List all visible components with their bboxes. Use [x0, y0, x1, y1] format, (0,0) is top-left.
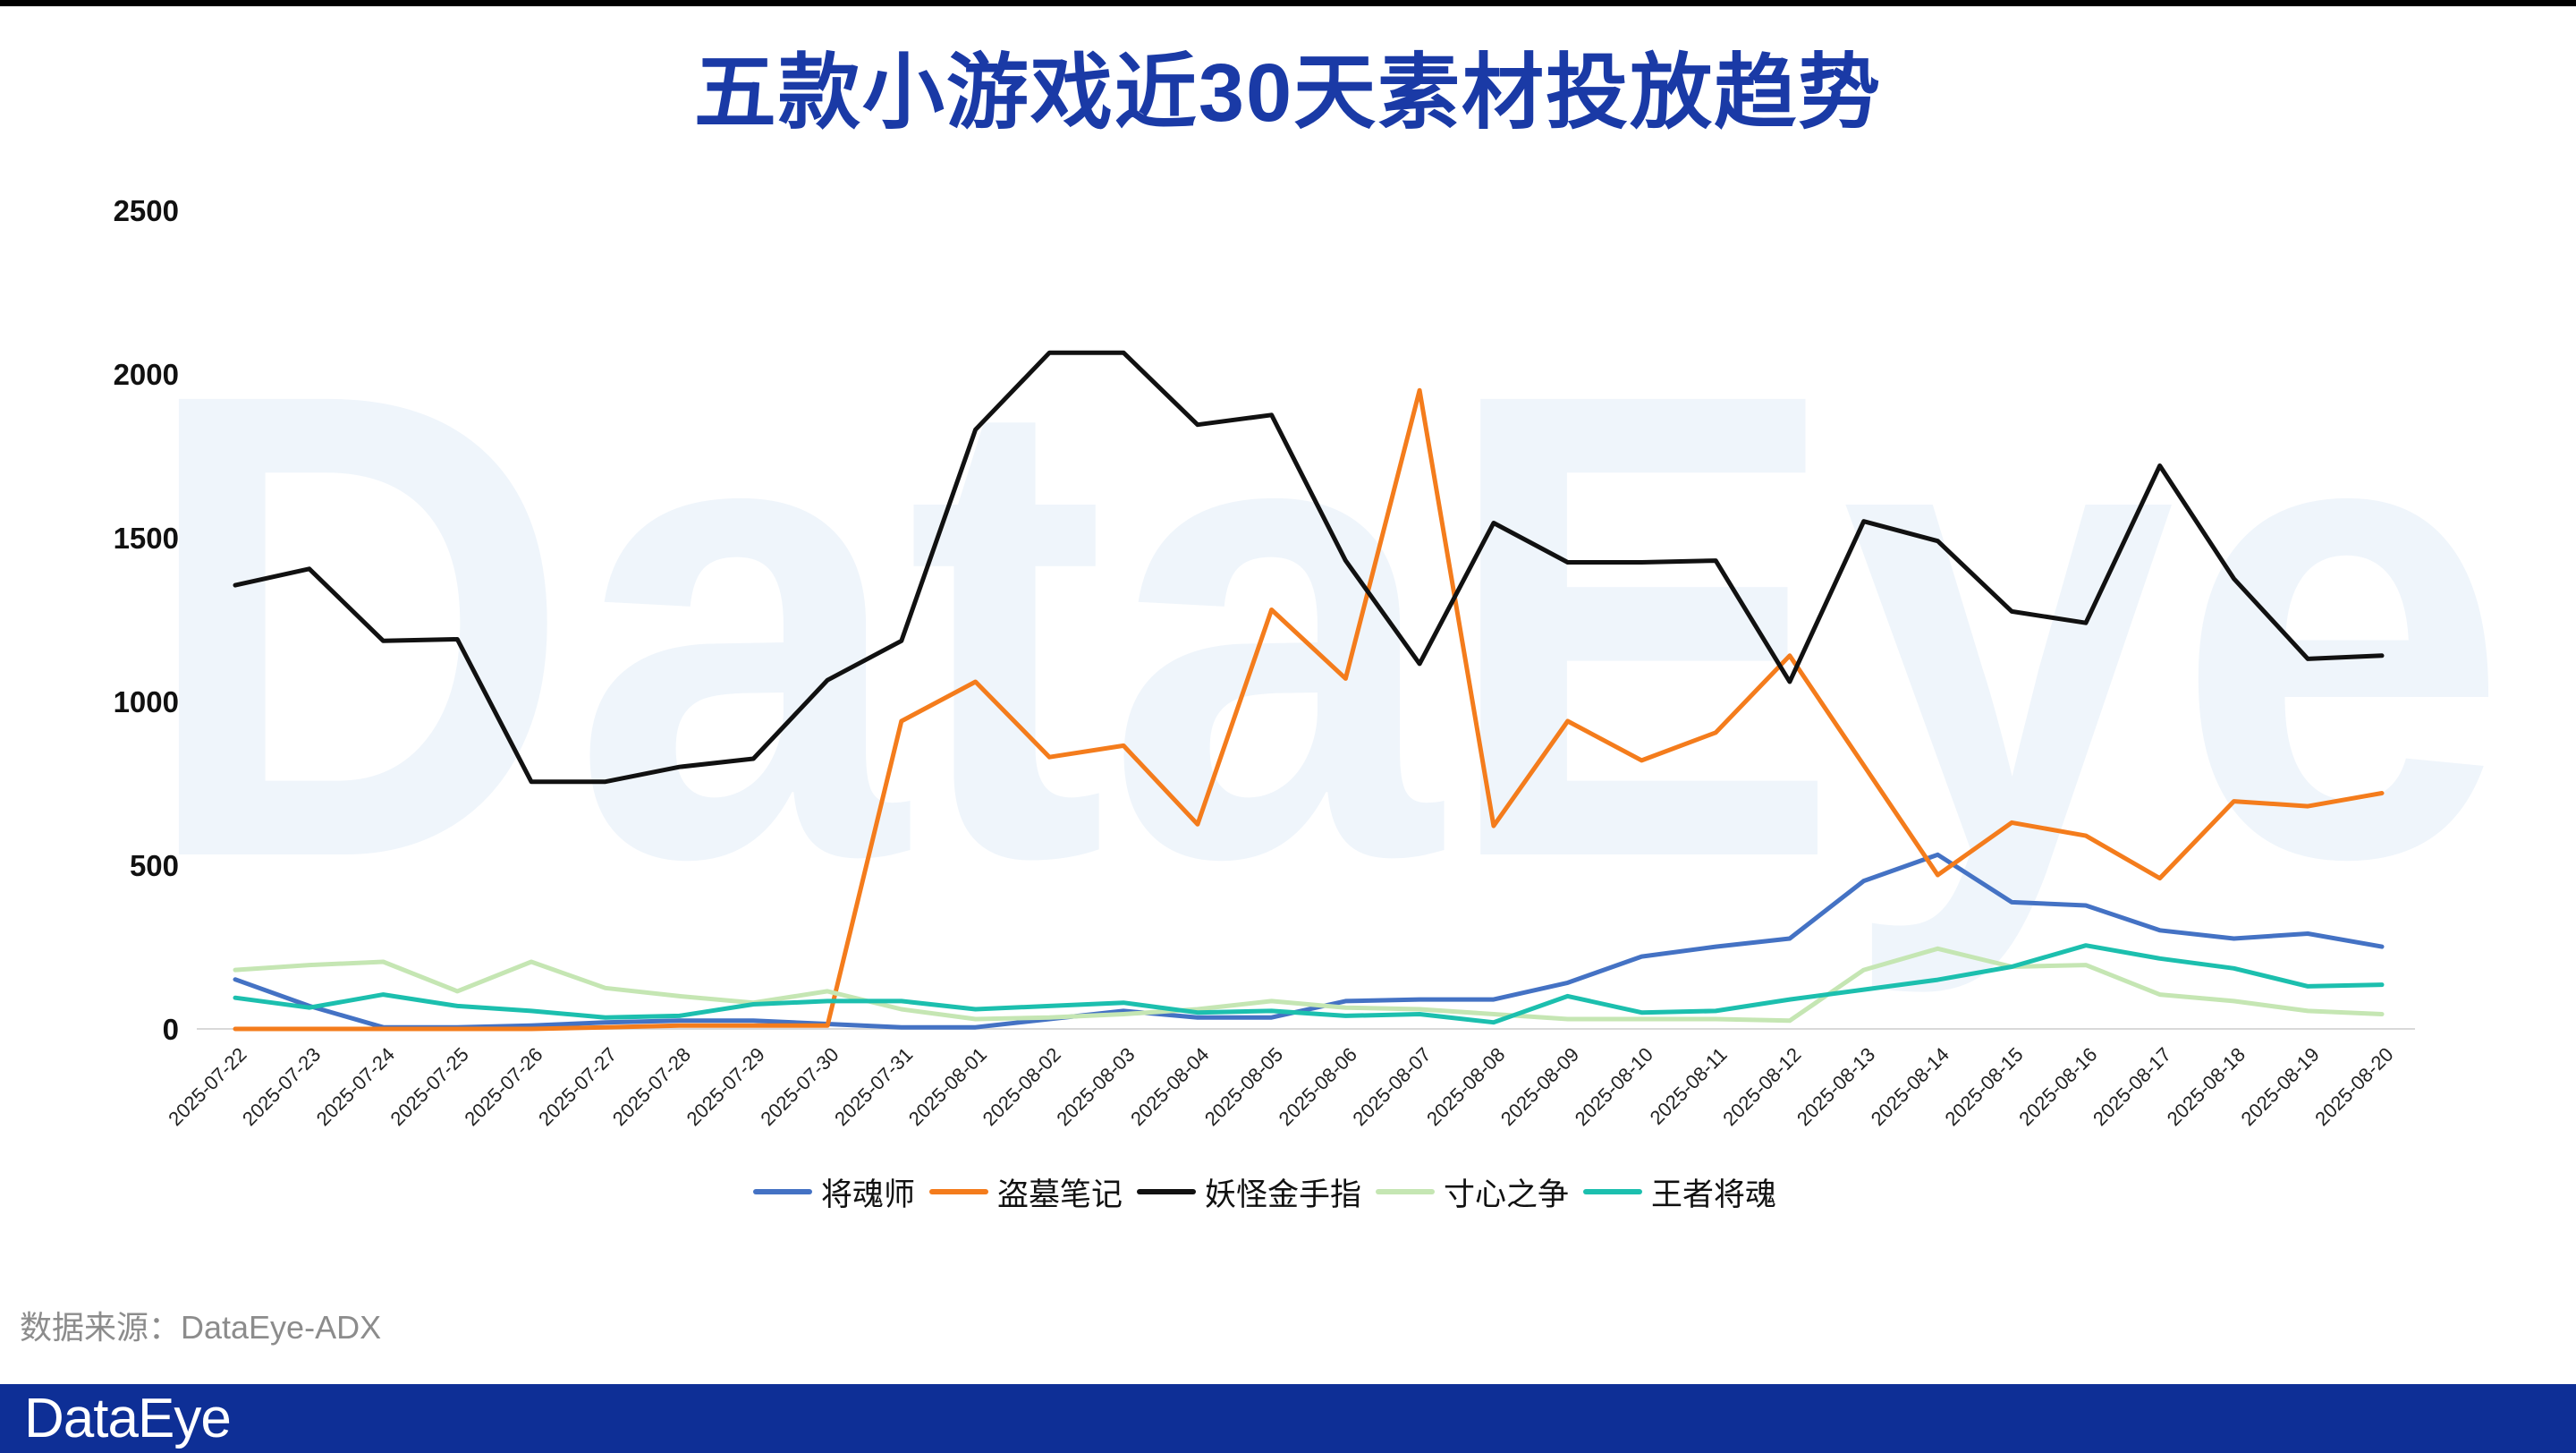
- legend-label: 王者将魂: [1651, 1177, 1777, 1212]
- legend-marker: [1583, 1189, 1643, 1194]
- x-tick-label: 2025-07-23: [238, 1043, 325, 1130]
- footer-bar: DataEye: [0, 1384, 2576, 1453]
- y-tick-label: 0: [163, 1013, 179, 1046]
- y-tick-label: 1500: [114, 522, 179, 555]
- legend-label: 盗墓笔记: [996, 1177, 1123, 1212]
- legend-marker: [928, 1189, 988, 1194]
- y-tick-label: 1000: [114, 685, 179, 718]
- top-stripe: [0, 0, 2576, 6]
- legend: 将魂师 盗墓笔记 妖怪金手指 寸心之争 王者将魂: [0, 1168, 2529, 1215]
- series-layer: [233, 350, 2385, 1032]
- x-tick-label: 2025-07-26: [460, 1043, 547, 1130]
- x-tick-label: 2025-08-04: [1126, 1043, 1213, 1130]
- series-line-2: [233, 387, 2385, 1032]
- series-line-3: [233, 350, 2385, 785]
- x-tick-label: 2025-07-31: [830, 1043, 917, 1130]
- x-tick-label: 2025-08-20: [2310, 1043, 2397, 1130]
- legend-marker: [752, 1189, 812, 1194]
- legend-item: 将魂师: [752, 1169, 915, 1215]
- watermark: DataEye: [139, 255, 2509, 999]
- legend-item: 盗墓笔记: [928, 1169, 1123, 1215]
- legend-label: 将魂师: [820, 1177, 915, 1212]
- x-tick-label: 2025-07-28: [608, 1043, 695, 1130]
- x-tick-label: 2025-08-05: [1200, 1043, 1287, 1130]
- x-tick-label: 2025-08-13: [1792, 1043, 1879, 1130]
- x-tick-labels: 2025-07-222025-07-232025-07-242025-07-25…: [164, 1043, 2397, 1130]
- x-tick-label: 2025-08-07: [1348, 1043, 1435, 1130]
- x-tick-label: 2025-07-24: [312, 1043, 399, 1130]
- legend-item: 王者将魂: [1583, 1169, 1776, 1215]
- y-tick-labels: 0 500 1000 1500 2000 2500: [114, 194, 179, 1046]
- x-tick-label: 2025-08-12: [1718, 1043, 1805, 1130]
- legend-item: 寸心之争: [1376, 1169, 1569, 1215]
- x-tick-label: 2025-08-10: [1571, 1043, 1657, 1130]
- brand-logo: DataEye: [24, 1388, 232, 1449]
- x-tick-label: 2025-08-16: [2014, 1043, 2101, 1130]
- x-tick-label: 2025-08-01: [904, 1043, 991, 1130]
- source-note: 数据来源：DataEye-ADX: [20, 1309, 382, 1346]
- series-line-1: [233, 852, 2385, 1030]
- x-tick-label: 2025-08-08: [1422, 1043, 1509, 1130]
- chart-title: 五款小游戏近30天素材投放趋势: [693, 47, 1883, 139]
- x-tick-label: 2025-08-03: [1052, 1043, 1139, 1130]
- x-tick-label: 2025-07-30: [756, 1043, 843, 1130]
- x-tick-label: 2025-08-02: [979, 1043, 1065, 1130]
- x-tick-label: 2025-07-29: [682, 1043, 769, 1130]
- y-tick-label: 500: [130, 849, 179, 882]
- y-tick-label: 2500: [114, 194, 179, 227]
- x-tick-label: 2025-08-14: [1867, 1043, 1953, 1130]
- x-tick-label: 2025-08-15: [1940, 1043, 2027, 1130]
- x-tick-label: 2025-08-18: [2163, 1043, 2250, 1130]
- legend-label: 寸心之争: [1444, 1177, 1570, 1212]
- y-tick-label: 2000: [114, 358, 179, 391]
- legend-marker: [1376, 1189, 1435, 1194]
- x-tick-label: 2025-07-25: [386, 1043, 473, 1130]
- x-tick-label: 2025-08-09: [1496, 1043, 1583, 1130]
- x-tick-label: 2025-08-06: [1275, 1043, 1361, 1130]
- series-line-4: [233, 946, 2385, 1024]
- x-tick-label: 2025-08-17: [2089, 1043, 2175, 1130]
- x-tick-label: 2025-07-27: [534, 1043, 621, 1130]
- x-tick-label: 2025-07-22: [164, 1043, 250, 1130]
- x-tick-label: 2025-08-11: [1646, 1043, 1732, 1129]
- x-tick-label: 2025-08-19: [2237, 1043, 2324, 1130]
- legend-label: 妖怪金手指: [1204, 1177, 1361, 1212]
- legend-marker: [1136, 1189, 1196, 1194]
- series-line-5: [233, 943, 2385, 1025]
- legend-item: 妖怪金手指: [1136, 1169, 1361, 1215]
